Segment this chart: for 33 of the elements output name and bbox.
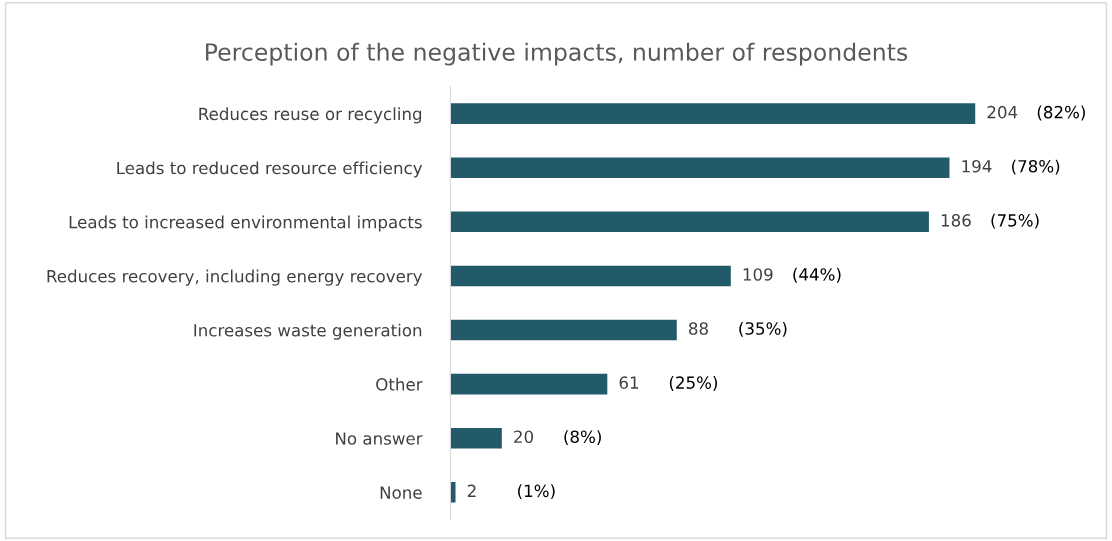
bar — [450, 265, 731, 287]
annotation: (35%) — [739, 321, 787, 337]
data-label: 61 — [619, 376, 639, 389]
data-label: 204 — [987, 105, 1018, 119]
annotation: (1%) — [518, 484, 555, 500]
bar — [450, 482, 456, 503]
y-tick-label: Increases waste generation — [194, 323, 422, 340]
y-tick-label: Leads to reduced resource efficiency — [117, 161, 423, 178]
y-tick-label: No answer — [336, 432, 423, 445]
bar — [450, 211, 929, 233]
bar — [450, 157, 950, 178]
data-label: 186 — [941, 214, 971, 227]
y-tick-label: Reduces recovery, including energy recovery — [47, 269, 423, 286]
chart-title: Perception of the negative impacts, number of respondents — [206, 42, 908, 66]
bar — [450, 373, 608, 395]
y-tick-label: Other — [376, 377, 423, 391]
data-label: 194 — [962, 159, 992, 173]
data-label: 109 — [743, 268, 773, 281]
bar — [450, 103, 976, 124]
y-tick-label: Reduces reuse or recycling — [199, 107, 422, 124]
annotation: (44%) — [793, 267, 841, 283]
data-label: 2 — [467, 484, 476, 497]
bar — [450, 427, 502, 449]
annotation: (8%) — [564, 430, 601, 446]
text: (78%) — [1012, 159, 1060, 175]
data-label: 20 — [514, 430, 534, 444]
y-tick-label: Leads to increased environmental impacts — [69, 215, 422, 232]
annotation: (25%) — [669, 376, 718, 391]
text: (75%) — [991, 213, 1039, 229]
y-tick-label: None — [380, 486, 422, 499]
bar — [450, 319, 677, 341]
data-label: 88 — [689, 322, 708, 335]
text: (82%) — [1037, 105, 1085, 121]
